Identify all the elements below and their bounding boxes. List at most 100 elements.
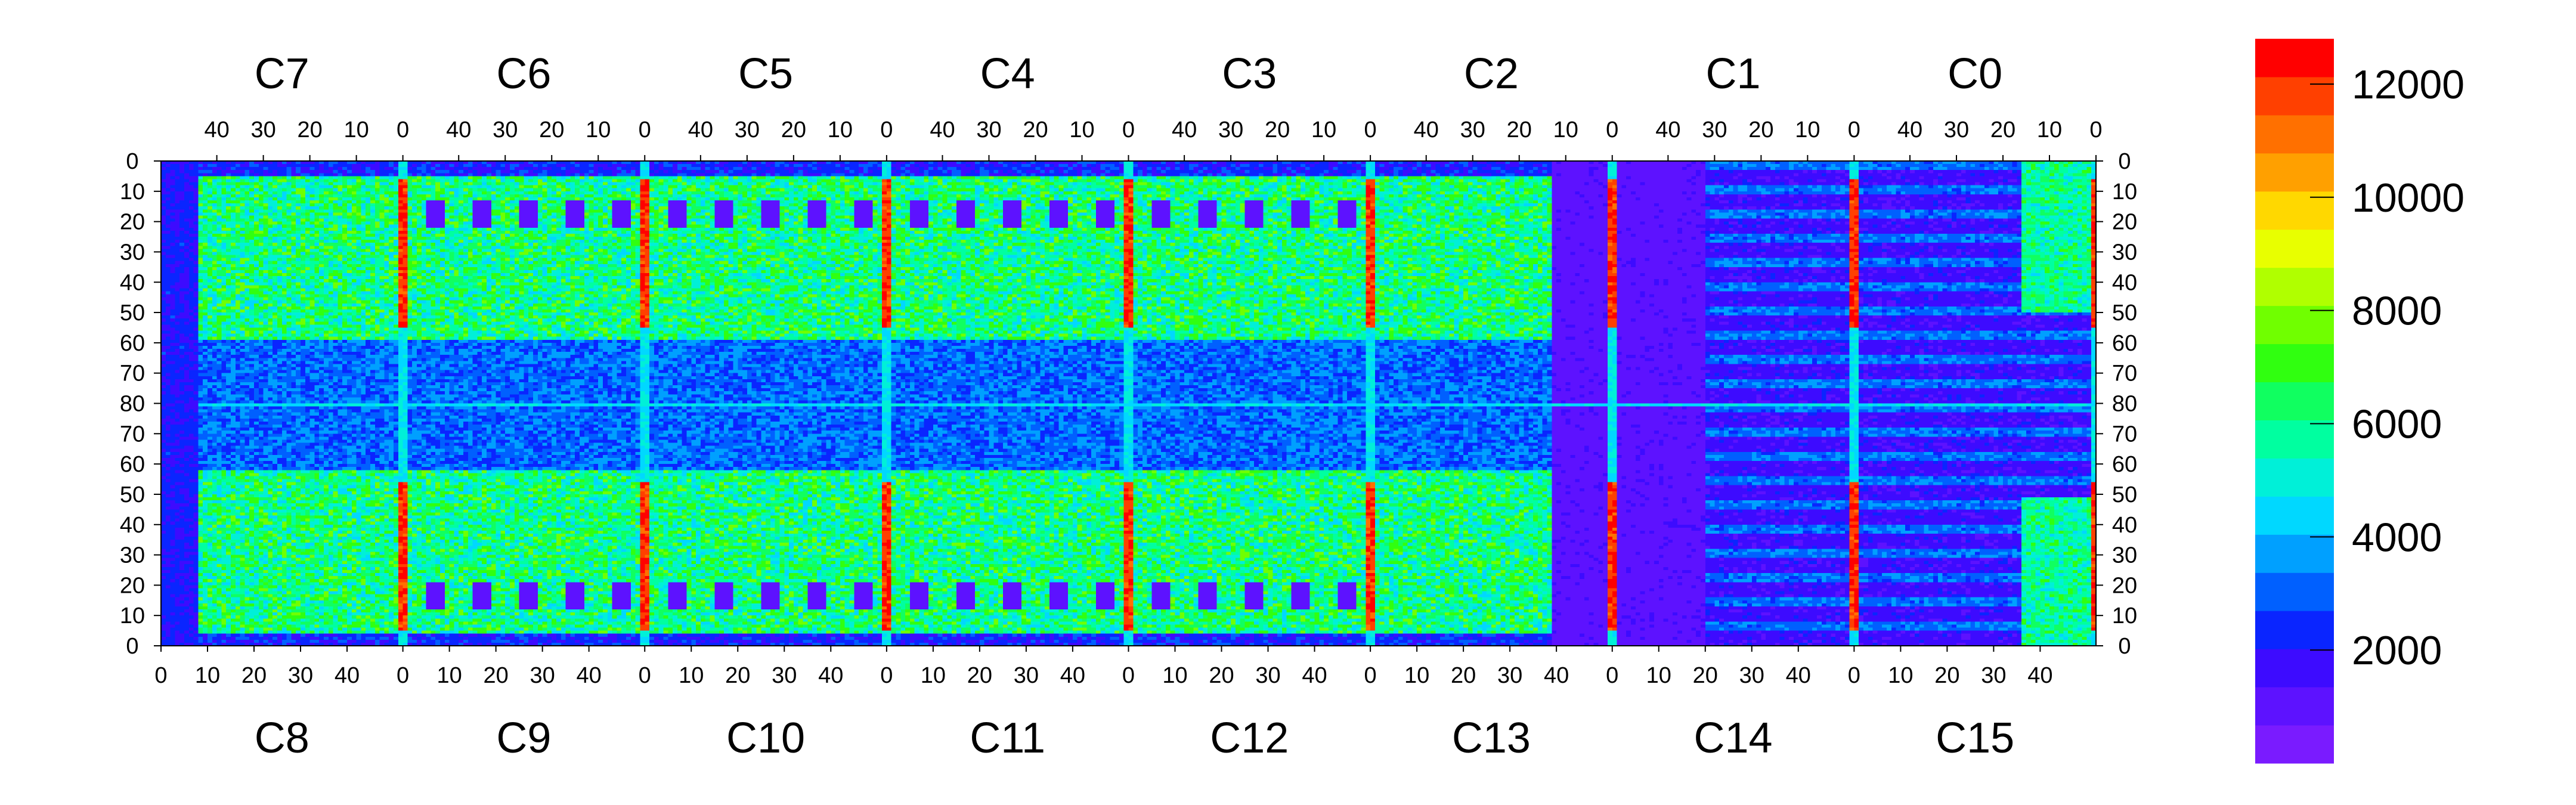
x-tick-label-top: 30 [976, 117, 1001, 143]
chip-label-top: C2 [1464, 50, 1519, 98]
x-tick-label-bottom: 40 [1302, 663, 1327, 688]
x-tick-label-top: 30 [493, 117, 518, 143]
chip-label-bottom: C8 [255, 714, 309, 762]
x-tick-label-bottom: 20 [1934, 663, 1959, 688]
colorbar-segment [2255, 611, 2334, 649]
y-tick-label-left: 20 [120, 210, 145, 235]
x-tick-label-bottom: 10 [1646, 663, 1671, 688]
x-tick-label-bottom: 20 [1693, 663, 1718, 688]
chip-label-bottom: C10 [726, 714, 805, 762]
x-tick-label-top: 0 [397, 117, 409, 143]
x-tick-label-bottom: 0 [1364, 663, 1377, 688]
x-tick-label-bottom: 10 [921, 663, 946, 688]
x-tick-label-bottom: 20 [1451, 663, 1476, 688]
colorbar-segment [2255, 382, 2334, 420]
colorbar-segment [2255, 267, 2334, 306]
x-tick-label-top: 40 [204, 117, 229, 143]
x-tick-label-bottom: 40 [1544, 663, 1569, 688]
colorbar-segment [2255, 305, 2334, 345]
x-tick-label-bottom: 20 [1209, 663, 1234, 688]
colorbar-segment [2255, 229, 2334, 268]
chip-label-bottom: C13 [1452, 714, 1531, 762]
x-tick-label-bottom: 0 [397, 663, 409, 688]
x-tick-label-bottom: 10 [1888, 663, 1913, 688]
x-tick-label-bottom: 20 [725, 663, 750, 688]
x-tick-label-top: 40 [1655, 117, 1680, 143]
x-tick-label-bottom: 10 [436, 663, 462, 688]
x-tick-label-top: 20 [1023, 117, 1048, 143]
x-tick-label-top: 20 [1990, 117, 2015, 143]
x-tick-label-top: 40 [1414, 117, 1439, 143]
x-tick-label-bottom: 30 [1014, 663, 1039, 688]
top-chip-labels: C7 C6 C5 C4 C3 C2 C1 C0 [255, 50, 2002, 98]
y-tick-label-left: 20 [120, 573, 145, 598]
colorbar-segment [2255, 572, 2334, 611]
x-tick-label-top: 10 [1795, 117, 1820, 143]
x-tick-label-top: 10 [2037, 117, 2062, 143]
y-tick-label-right: 20 [2112, 573, 2137, 598]
x-tick-label-top: 10 [1069, 117, 1094, 143]
x-tick-label-top: 20 [1748, 117, 1773, 143]
x-tick-label-top: 0 [1606, 117, 1618, 143]
y-tick-label-left: 0 [126, 149, 138, 174]
right-y-axis: 0 10 20 30 40 50 60 70 80 70 60 50 40 30 20 10 0 [2096, 149, 2137, 659]
bottom-chip-labels: C8 C9 C10 C11 C12 C13 C14 C15 [255, 714, 2014, 762]
y-tick-label-right: 10 [2112, 179, 2137, 205]
x-tick-label-bottom: 40 [818, 663, 843, 688]
x-tick-label-top: 20 [539, 117, 564, 143]
x-tick-label-top: 40 [1897, 117, 1922, 143]
y-tick-label-left: 10 [120, 179, 145, 205]
x-tick-label-top: 30 [1218, 117, 1243, 143]
x-tick-label-top: 0 [1364, 117, 1377, 143]
y-tick-label-right: 80 [2112, 392, 2137, 417]
chip-label-top: C6 [496, 50, 551, 98]
x-tick-label-bottom: 30 [772, 663, 797, 688]
colorbar-segment [2255, 114, 2334, 154]
x-tick-label-bottom: 40 [1060, 663, 1085, 688]
y-tick-label-right: 40 [2112, 513, 2137, 538]
y-tick-label-right: 10 [2112, 603, 2137, 628]
x-tick-label-top: 20 [1265, 117, 1290, 143]
chip-label-bottom: C12 [1210, 714, 1289, 762]
x-tick-label-bottom: 40 [335, 663, 360, 688]
chip-label-bottom: C15 [1936, 714, 2014, 762]
colorbar-tick-label: 6000 [2352, 401, 2442, 447]
chip-label-top: C7 [255, 50, 309, 98]
chip-label-top: C1 [1706, 50, 1761, 98]
heatmap-cells [161, 161, 2096, 646]
x-tick-label-bottom: 10 [679, 663, 704, 688]
chip-label-top: C5 [738, 50, 793, 98]
x-tick-label-bottom: 20 [483, 663, 508, 688]
colorbar-segment [2255, 687, 2334, 726]
colorbar-segment [2255, 534, 2334, 573]
y-tick-label-left: 30 [120, 543, 145, 568]
y-tick-label-left: 30 [120, 240, 145, 265]
x-tick-label-top: 0 [639, 117, 651, 143]
y-tick-label-right: 30 [2112, 240, 2137, 265]
y-tick-label-right: 70 [2112, 361, 2137, 386]
x-tick-label-bottom: 0 [639, 663, 651, 688]
y-tick-label-right: 30 [2112, 543, 2137, 568]
y-tick-label-right: 0 [2118, 149, 2131, 174]
colorbar-segment [2255, 496, 2334, 535]
chip-label-bottom: C9 [496, 714, 551, 762]
colorbar-tick-label: 2000 [2352, 628, 2442, 673]
y-tick-label-right: 40 [2112, 270, 2137, 295]
x-tick-label-bottom: 0 [1848, 663, 1860, 688]
x-tick-label-bottom: 20 [242, 663, 267, 688]
chip-label-top: C0 [1948, 50, 2002, 98]
x-tick-label-bottom: 30 [530, 663, 555, 688]
colorbar-segment [2255, 420, 2334, 459]
y-tick-label-right: 70 [2112, 422, 2137, 447]
colorbar-segment [2255, 153, 2334, 192]
colorbar-segment [2255, 39, 2334, 78]
y-tick-label-left: 0 [126, 634, 138, 659]
chip-label-top: C4 [980, 50, 1035, 98]
colorbar-tick-label: 10000 [2352, 175, 2464, 221]
x-tick-label-bottom: 40 [2027, 663, 2052, 688]
x-tick-label-top: 0 [1122, 117, 1135, 143]
x-tick-label-bottom: 10 [195, 663, 220, 688]
colorbar: 12000 10000 8000 6000 4000 2000 [2255, 39, 2464, 764]
x-tick-label-bottom: 0 [1606, 663, 1618, 688]
